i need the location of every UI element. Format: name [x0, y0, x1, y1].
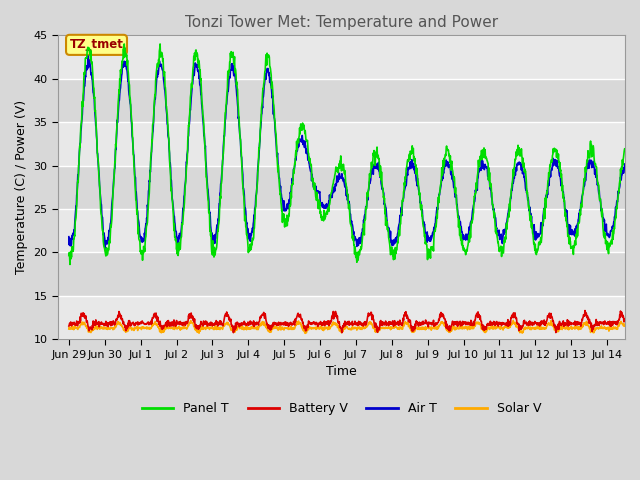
Panel T	[166, 152, 173, 158]
Bar	[58, 36, 625, 79]
Battery V	[486, 322, 494, 328]
Text: TZ_tmet: TZ_tmet	[70, 38, 124, 51]
Air T	[486, 187, 494, 192]
Solar V	[276, 323, 284, 329]
Solar V	[621, 323, 629, 328]
Bar	[58, 209, 625, 252]
Battery V	[175, 321, 183, 327]
Battery V	[65, 323, 73, 329]
Panel T	[66, 262, 74, 267]
Battery V	[165, 320, 173, 326]
Line: Solar V: Solar V	[69, 320, 625, 333]
Battery V	[548, 314, 556, 320]
Line: Battery V: Battery V	[69, 311, 625, 333]
Air T	[101, 245, 109, 251]
Battery V	[621, 316, 629, 322]
Air T	[621, 163, 629, 168]
Panel T	[156, 41, 164, 47]
Panel T	[226, 59, 234, 65]
Air T	[84, 53, 92, 59]
Solar V	[486, 326, 494, 332]
Solar V	[175, 325, 183, 331]
Bar	[58, 79, 625, 122]
Panel T	[176, 245, 184, 251]
Solar V	[165, 325, 173, 331]
Solar V	[65, 326, 73, 332]
Title: Tonzi Tower Met: Temperature and Power: Tonzi Tower Met: Temperature and Power	[185, 15, 498, 30]
X-axis label: Time: Time	[326, 365, 357, 378]
Solar V	[548, 323, 556, 328]
Battery V	[581, 308, 589, 313]
Air T	[226, 74, 234, 80]
Solar V	[509, 317, 517, 323]
Legend: Panel T, Battery V, Air T, Solar V: Panel T, Battery V, Air T, Solar V	[137, 397, 546, 420]
Line: Air T: Air T	[69, 56, 625, 248]
Air T	[166, 150, 173, 156]
Battery V	[276, 322, 284, 328]
Line: Panel T: Panel T	[69, 44, 625, 264]
Air T	[176, 233, 184, 239]
Battery V	[225, 314, 233, 320]
Bar	[58, 252, 625, 296]
Panel T	[548, 159, 556, 165]
Air T	[548, 167, 556, 173]
Bar	[58, 296, 625, 339]
Air T	[276, 183, 284, 189]
Panel T	[621, 146, 629, 152]
Solar V	[301, 330, 309, 336]
Air T	[65, 234, 73, 240]
Bar	[58, 122, 625, 166]
Panel T	[65, 252, 73, 258]
Y-axis label: Temperature (C) / Power (V): Temperature (C) / Power (V)	[15, 100, 28, 275]
Bar	[58, 166, 625, 209]
Panel T	[486, 180, 494, 186]
Battery V	[230, 330, 237, 336]
Panel T	[276, 191, 284, 196]
Solar V	[225, 322, 233, 328]
